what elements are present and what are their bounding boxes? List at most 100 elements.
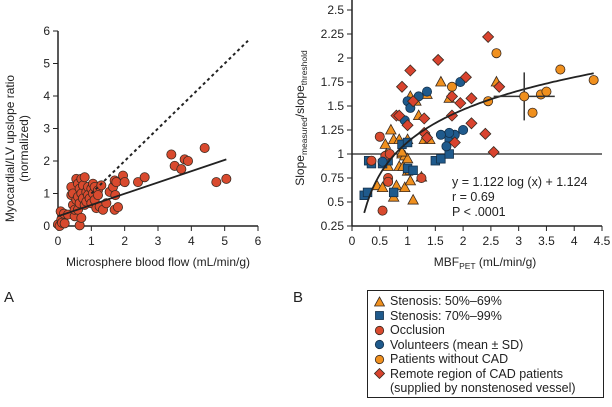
square-marker-icon: [375, 311, 384, 321]
diamond-marker-icon: [374, 368, 385, 380]
data-point: [445, 90, 459, 103]
x-tick-label: 0: [55, 234, 62, 248]
data-point: [421, 86, 432, 97]
data-point: [119, 177, 130, 188]
data-point: [448, 136, 461, 149]
data-point: [555, 64, 566, 75]
legend-label: (supplied by nonstenosed vessel): [390, 381, 576, 395]
y-axis-label-line2: (normalized): [17, 115, 31, 182]
y-tick-label: 1.25: [321, 123, 345, 137]
data-point: [446, 81, 457, 92]
data-point: [441, 141, 452, 152]
data-point: [418, 112, 431, 125]
y-tick-label: 2.5: [327, 3, 344, 17]
data-point: [465, 92, 478, 105]
y-axis-label: Myocardial/LV upslope ratio: [3, 75, 17, 223]
data-point: [407, 193, 419, 205]
data-point: [393, 109, 406, 122]
y-tick-label: 0.25: [321, 219, 345, 233]
data-point: [482, 30, 495, 43]
data-point: [376, 181, 389, 193]
y-tick-label: 2.25: [321, 27, 345, 41]
data-point: [182, 155, 193, 166]
data-point: [366, 155, 377, 166]
y-tick-label: 5: [43, 57, 50, 71]
data-point: [401, 119, 414, 132]
data-point: [459, 71, 472, 84]
data-point: [404, 64, 417, 77]
y-axis-label: Slopemeasured/slopethreshold: [293, 50, 309, 186]
triangle-marker-icon: [374, 295, 385, 307]
y-tick-label: 3: [43, 122, 50, 136]
fit-curve: [363, 72, 594, 214]
data-point: [59, 218, 70, 229]
data-point: [454, 97, 467, 110]
x-tick-label: 1: [88, 234, 95, 248]
legend-label: Volunteers (mean ± SD): [390, 337, 524, 352]
x-tick-label: 1: [404, 234, 411, 248]
circle-marker-icon: [374, 325, 385, 335]
legend: Stenosis: 50%–69% Stenosis: 70%–99% Occl…: [367, 290, 604, 398]
panel-label-a: A: [4, 289, 15, 306]
circle-marker-icon: [374, 354, 385, 364]
legend-item-volunteers: Volunteers (mean ± SD): [374, 338, 603, 353]
data-point: [176, 164, 187, 175]
data-point: [420, 131, 434, 144]
data-point: [435, 75, 447, 87]
data-point: [465, 117, 478, 130]
y-tick-label: 4: [43, 89, 50, 103]
data-point: [132, 177, 143, 188]
panel-a-chart: 0 1 2 3 4 5 6 0 1 2 3 4 5 6 Microsphere blood flow (mL…: [3, 24, 262, 269]
data-point: [436, 154, 446, 164]
y-tick-label: 0.75: [321, 171, 345, 185]
data-point: [396, 145, 408, 157]
data-point: [588, 75, 599, 86]
legend-label: Occlusion: [390, 323, 445, 337]
data-point: [491, 48, 502, 59]
y-tick-label: 2: [337, 51, 344, 65]
y-tick-label: 0.5: [327, 195, 344, 209]
legend-label: Stenosis: 70%–99%: [390, 308, 502, 323]
data-point: [93, 190, 104, 201]
x-tick-label: 2: [460, 234, 467, 248]
x-tick-label: 2.5: [483, 234, 500, 248]
x-tick-label: 5: [221, 234, 228, 248]
data-point: [398, 181, 411, 193]
data-point: [432, 53, 445, 66]
x-tick-label: 4.5: [594, 234, 611, 248]
data-point: [388, 187, 399, 198]
x-tick-label: 0.5: [371, 234, 388, 248]
y-tick-label: 1: [337, 147, 344, 161]
data-point: [385, 123, 397, 135]
data-point: [401, 152, 414, 164]
data-point: [379, 138, 392, 149]
regression-line: [57, 158, 227, 218]
data-point: [166, 149, 177, 160]
x-tick-label: 0: [349, 234, 356, 248]
y-tick-label: 6: [43, 24, 50, 38]
data-point: [395, 80, 409, 93]
x-tick-label: 1.5: [427, 234, 444, 248]
data-point: [487, 146, 500, 159]
legend-label: Patients without CAD: [390, 352, 509, 366]
y-tick-label: 1.5: [327, 99, 344, 113]
x-tick-label: 3: [155, 234, 162, 248]
x-axis-label: MBFPET (mL/min/g): [434, 255, 537, 271]
x-tick-label: 4: [188, 234, 195, 248]
x-tick-label: 6: [255, 234, 262, 248]
legend-item-remote-region: Remote region of CAD patients: [374, 367, 603, 382]
data-point: [76, 212, 87, 223]
x-tick-label: 3: [515, 234, 522, 248]
legend-item-remote-region-continuation: (supplied by nonstenosed vessel): [374, 381, 603, 396]
legend-label: Remote region of CAD patients: [390, 366, 564, 381]
data-point: [383, 176, 394, 187]
fit-r-value: r = 0.69: [452, 190, 495, 204]
panel-b-chart: 0 0.5 1 1.5 2 2.5 3 3.5 4 4.5 0.25 0.5 0.75 1 1.25 1.5 1…: [293, 0, 611, 271]
data-point: [404, 174, 417, 186]
legend-item-stenosis-70-99: Stenosis: 70%–99%: [374, 309, 603, 324]
y-tick-label: 0: [43, 219, 50, 233]
legend-label: Stenosis: 50%–69%: [390, 294, 502, 308]
x-tick-label: 2: [121, 234, 128, 248]
data-point: [541, 86, 552, 97]
data-point: [96, 180, 107, 191]
